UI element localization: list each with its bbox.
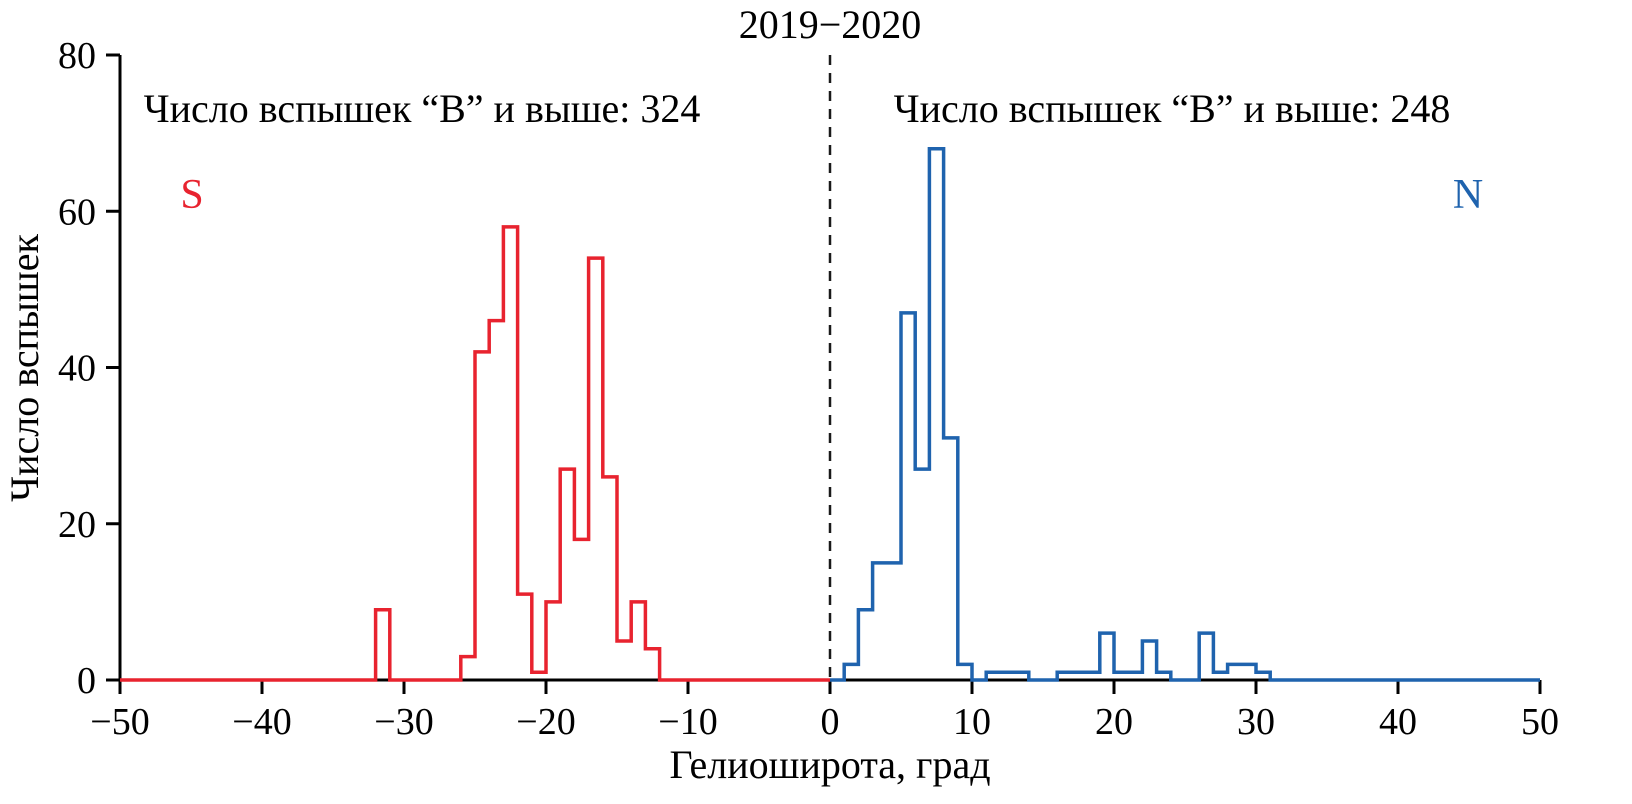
axis-ticks: −50 −40 −30 −20 −10 0 10 20 30 40 50 0 20 40 60 80 <box>58 35 1559 743</box>
x-tick-label: −10 <box>658 701 717 743</box>
x-tick-label: −40 <box>232 701 291 743</box>
south-hemisphere-label: S <box>180 172 203 218</box>
x-tick-label: −30 <box>374 701 433 743</box>
y-tick-label: 40 <box>58 348 96 390</box>
x-tick-label: −20 <box>516 701 575 743</box>
x-tick-label: 30 <box>1237 701 1275 743</box>
north-flare-count-annotation: Число вспышек “B” и выше: 248 <box>894 86 1451 131</box>
north-histogram-path <box>830 147 1540 682</box>
north-hemisphere-label: N <box>1453 172 1483 218</box>
x-tick-label: 20 <box>1095 701 1133 743</box>
south-flare-count-annotation: Число вспышек “B” и выше: 324 <box>144 86 701 131</box>
x-tick-label: 40 <box>1379 701 1417 743</box>
chart-title: 2019−2020 <box>739 2 922 47</box>
y-axis-label: Число вспышек <box>2 234 47 502</box>
y-tick-label: 60 <box>58 191 96 233</box>
south-histogram-path <box>120 225 830 682</box>
histogram-series <box>120 147 1540 682</box>
x-tick-label: −50 <box>90 701 149 743</box>
x-axis-label: Гелиоширота, град <box>669 742 990 787</box>
y-tick-label: 20 <box>58 504 96 546</box>
x-tick-label: 10 <box>953 701 991 743</box>
x-tick-label: 50 <box>1521 701 1559 743</box>
y-tick-label: 0 <box>77 660 96 702</box>
x-tick-label: 0 <box>821 701 840 743</box>
y-tick-label: 80 <box>58 35 96 77</box>
